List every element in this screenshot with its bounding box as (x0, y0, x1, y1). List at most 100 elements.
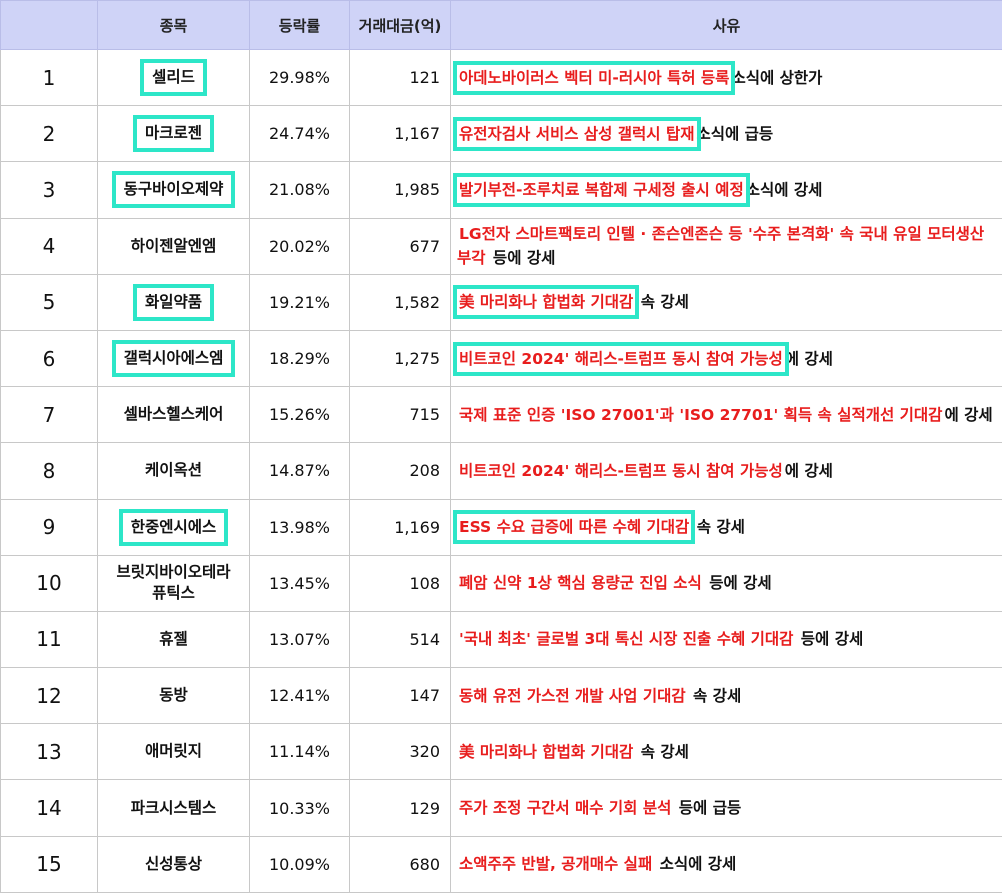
change-rate-cell: 13.45% (250, 555, 350, 611)
reason-suffix: 소식에 상한가 (731, 69, 822, 87)
change-rate-cell: 10.09% (250, 836, 350, 892)
reason-cell: 美 마리화나 합법화 기대감 속 강세 (451, 274, 1002, 330)
rank-cell: 2 (1, 106, 98, 162)
reason-suffix: 에 강세 (785, 462, 833, 480)
rank-cell: 5 (1, 274, 98, 330)
rank-cell: 6 (1, 330, 98, 386)
stock-name-cell: 동구바이오제약 (98, 162, 250, 218)
reason-highlight: 주가 조정 구간서 매수 기회 분석 (457, 795, 673, 821)
reason-highlight: 美 마리화나 합법화 기대감 (457, 289, 635, 315)
change-rate-cell: 12.41% (250, 668, 350, 724)
rank-cell: 12 (1, 668, 98, 724)
stock-name: 휴젤 (151, 625, 196, 654)
change-rate-cell: 13.98% (250, 499, 350, 555)
trading-value-cell: 1,582 (350, 274, 451, 330)
reason-cell: 동해 유전 가스전 개발 사업 기대감 속 강세 (451, 668, 1002, 724)
reason-suffix: 등에 강세 (795, 630, 863, 648)
header-rate: 등락률 (250, 1, 350, 50)
trading-value-cell: 147 (350, 668, 451, 724)
stock-name-cell: 애머릿지 (98, 724, 250, 780)
stock-name: 파크시스템스 (123, 794, 225, 823)
change-rate-cell: 15.26% (250, 387, 350, 443)
stock-name-cell: 파크시스템스 (98, 780, 250, 836)
reason-highlight: ESS 수요 급증에 따른 수혜 기대감 (457, 514, 691, 540)
change-rate-cell: 10.33% (250, 780, 350, 836)
change-rate-cell: 19.21% (250, 274, 350, 330)
stock-name: 브릿지바이오테라퓨틱스 (107, 558, 241, 608)
stock-name-cell: 갤럭시아에스엠 (98, 330, 250, 386)
stock-name: 동구바이오제약 (116, 175, 232, 204)
rank-cell: 13 (1, 724, 98, 780)
change-rate-cell: 29.98% (250, 50, 350, 106)
stock-name: 한중엔시에스 (123, 513, 225, 542)
stock-name-cell: 브릿지바이오테라퓨틱스 (98, 555, 250, 611)
reason-cell: 소액주주 반발, 공개매수 실패 소식에 강세 (451, 836, 1002, 892)
trading-value-cell: 1,985 (350, 162, 451, 218)
header-reason: 사유 (451, 1, 1002, 50)
change-rate-cell: 11.14% (250, 724, 350, 780)
change-rate-cell: 24.74% (250, 106, 350, 162)
change-rate-cell: 20.02% (250, 218, 350, 274)
rank-cell: 8 (1, 443, 98, 499)
rank-cell: 1 (1, 50, 98, 106)
header-stock: 종목 (98, 1, 250, 50)
rank-cell: 15 (1, 836, 98, 892)
reason-suffix: 에 강세 (944, 406, 992, 424)
trading-value-cell: 1,275 (350, 330, 451, 386)
stock-name-cell: 화일약품 (98, 274, 250, 330)
change-rate-cell: 14.87% (250, 443, 350, 499)
reason-suffix: 등에 급등 (673, 799, 741, 817)
stock-name-cell: 휴젤 (98, 611, 250, 667)
stock-name: 셀리드 (144, 63, 203, 92)
reason-cell: 국제 표준 인증 'ISO 27001'과 'ISO 27701' 획득 속 실… (451, 387, 1002, 443)
header-rank (1, 1, 98, 50)
stock-name-cell: 동방 (98, 668, 250, 724)
stock-name-cell: 케이옥션 (98, 443, 250, 499)
rank-cell: 11 (1, 611, 98, 667)
rank-cell: 4 (1, 218, 98, 274)
reason-suffix: 속 강세 (635, 293, 689, 311)
reason-highlight: 비트코인 2024' 해리스-트럼프 동시 참여 가능성 (457, 346, 785, 372)
reason-highlight: '국내 최초' 글로벌 3대 톡신 시장 진출 수혜 기대감 (457, 626, 795, 652)
rank-cell: 3 (1, 162, 98, 218)
reason-highlight: 비트코인 2024' 해리스-트럼프 동시 참여 가능성 (457, 458, 785, 484)
reason-suffix: 소식에 급등 (697, 125, 774, 143)
reason-highlight: 소액주주 반발, 공개매수 실패 (457, 851, 654, 877)
stock-name: 화일약품 (137, 288, 210, 317)
stock-name: 마크로젠 (137, 119, 210, 148)
stock-name: 동방 (151, 681, 196, 710)
stock-name-cell: 마크로젠 (98, 106, 250, 162)
reason-highlight: 아데노바이러스 벡터 미-러시아 특허 등록 (457, 65, 731, 91)
reason-cell: '국내 최초' 글로벌 3대 톡신 시장 진출 수혜 기대감 등에 강세 (451, 611, 1002, 667)
trading-value-cell: 715 (350, 387, 451, 443)
trading-value-cell: 1,167 (350, 106, 451, 162)
trading-value-cell: 129 (350, 780, 451, 836)
stock-name: 신성통상 (137, 850, 210, 879)
reason-suffix: 소식에 강세 (746, 181, 823, 199)
reason-highlight: 폐암 신약 1상 핵심 용량군 진입 소식 (457, 570, 704, 596)
trading-value-cell: 208 (350, 443, 451, 499)
stock-name-cell: 신성통상 (98, 836, 250, 892)
rank-cell: 14 (1, 780, 98, 836)
stock-name-cell: 셀바스헬스케어 (98, 387, 250, 443)
trading-value-cell: 680 (350, 836, 451, 892)
reason-highlight: 국제 표준 인증 'ISO 27001'과 'ISO 27701' 획득 속 실… (457, 402, 944, 428)
reason-cell: ESS 수요 급증에 따른 수혜 기대감 속 강세 (451, 499, 1002, 555)
trading-value-cell: 1,169 (350, 499, 451, 555)
stock-name: 애머릿지 (137, 737, 210, 766)
